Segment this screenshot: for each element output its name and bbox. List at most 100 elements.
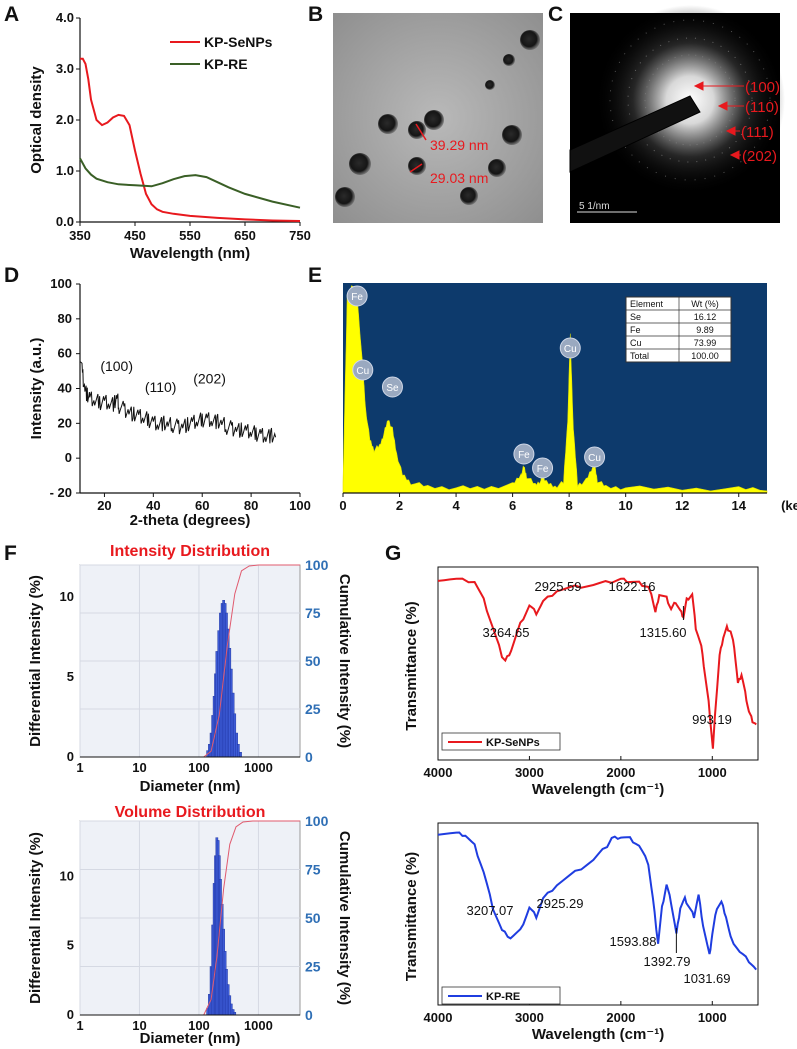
- peak-label: Fe: [537, 464, 549, 475]
- x-axis-label: Wavelength (cm⁻¹): [532, 781, 664, 798]
- plot-frame: [437, 566, 759, 761]
- y-tick-label: 60: [58, 346, 72, 361]
- peak-marker-fe: [532, 457, 554, 479]
- x-tick-label: 100: [289, 498, 311, 513]
- saed-ring-labels: [693, 81, 744, 160]
- y-tick-label: 3.0: [56, 61, 74, 76]
- y2-tick-label: 25: [305, 959, 321, 975]
- tem-image: 39.29 nm 29.03 nm: [333, 13, 543, 223]
- y-axis-label: Transmittance (%): [403, 852, 420, 981]
- legend-box: [441, 986, 561, 1005]
- x-axis-label: Diameter (nm): [140, 778, 241, 795]
- y-axis-label: Intensity (a.u.): [28, 338, 45, 440]
- x-axis-label: Wavelength (nm): [130, 245, 250, 262]
- panel-label-d: D: [4, 264, 19, 287]
- y-tick-label: 100: [50, 276, 72, 291]
- y2-axis-label: Cumulative Intensity (%): [336, 831, 353, 1005]
- peak-label: Se: [386, 383, 399, 394]
- x-tick-label: 8: [566, 498, 573, 513]
- y-tick-label: 10: [60, 589, 74, 604]
- peak-label: 1593.88: [610, 934, 657, 949]
- cumulative-curve: [203, 820, 300, 1016]
- table-cell: 100.00: [691, 351, 719, 361]
- y-axis-label: Optical density: [28, 66, 45, 174]
- peak-label: Cu: [564, 344, 577, 355]
- x-tick-label: 1000: [244, 760, 273, 775]
- x-tick-label: 1000: [698, 765, 727, 780]
- x-tick-label: 3000: [515, 765, 544, 780]
- peak-annotation: (110): [145, 379, 177, 395]
- plot-frame: [437, 822, 759, 1006]
- x-tick-label: 3000: [515, 1010, 544, 1025]
- peak-label: Cu: [588, 453, 601, 464]
- y2-tick-label: 50: [305, 910, 321, 926]
- ftir-spectrum: [437, 831, 757, 971]
- x-tick-label: 20: [97, 498, 111, 513]
- saed-ring-3: [609, 19, 771, 181]
- chart-e-edx: 0 2 4 6 8 10 12 14 (keV) Fe Cu Se Fe Fe Cu Cu Element Wt …: [339, 283, 797, 513]
- distribution-bar: [239, 752, 242, 758]
- x-tick-label: 1000: [244, 1018, 273, 1033]
- saed-label-111: (111): [741, 124, 774, 141]
- legend-box: [441, 732, 561, 751]
- panel-label-a: A: [4, 3, 19, 26]
- peak-marker-cu: [559, 337, 581, 359]
- y-tick-label: 4.0: [56, 10, 74, 25]
- peak-label: Cu: [356, 366, 369, 377]
- y2-tick-label: 25: [305, 701, 321, 717]
- peak-marker-fe: [513, 443, 535, 465]
- y-tick-label: 40: [58, 381, 72, 396]
- peak-label: Fe: [351, 292, 363, 303]
- peak-label: Fe: [518, 450, 530, 461]
- y-axis-label: Transmittance (%): [403, 601, 420, 730]
- tem-size-label-1: 39.29 nm: [430, 137, 488, 153]
- y2-tick-label: 50: [305, 653, 321, 669]
- x-tick-label: 80: [244, 498, 258, 513]
- y-axis-label: Differential Intensity (%): [27, 575, 44, 747]
- x-tick-label: 0: [339, 498, 346, 513]
- x-tick-label: 2000: [606, 1010, 635, 1025]
- peak-marker-cu: [584, 446, 606, 468]
- peak-label: 993.19: [692, 712, 732, 727]
- x-tick-label: 550: [179, 228, 201, 243]
- y2-tick-label: 75: [305, 862, 321, 878]
- x-tick-label: 12: [675, 498, 689, 513]
- x-tick-label: 10: [618, 498, 632, 513]
- x-axis-label: Wavelength (cm⁻¹): [532, 1026, 664, 1043]
- panel-label-c: C: [548, 3, 563, 26]
- y-tick-label: 0.0: [56, 214, 74, 229]
- saed-ring-1: [644, 54, 736, 146]
- panel-label-e: E: [308, 264, 322, 287]
- panel-label-f: F: [4, 542, 17, 565]
- x-tick-label: 10: [132, 1018, 146, 1033]
- peak-marker-cu: [352, 359, 374, 381]
- saed-ring-2: [627, 37, 753, 163]
- y-tick-label: 20: [58, 415, 72, 430]
- y-tick-label: 10: [60, 868, 74, 883]
- y2-tick-label: 0: [305, 1007, 313, 1023]
- y2-tick-label: 100: [305, 813, 329, 829]
- y-tick-label: 0: [65, 450, 72, 465]
- peak-label: 1622.16: [609, 579, 656, 594]
- legend-label: KP-SeNPs: [486, 737, 540, 749]
- x-tick-label: 650: [234, 228, 256, 243]
- table-cell: Wt (%): [691, 299, 719, 309]
- table-cell: Fe: [630, 325, 641, 335]
- y2-axis-label: Cumulative Intensity (%): [336, 574, 353, 748]
- legend-label: KP-RE: [486, 991, 520, 1003]
- x-tick-label: 4000: [424, 1010, 453, 1025]
- x-tick-label: 1: [76, 760, 83, 775]
- x-tick-label: 450: [124, 228, 146, 243]
- x-tick-label: 100: [188, 1018, 210, 1033]
- peak-annotation: (202): [193, 370, 226, 386]
- distribution-bar: [237, 744, 240, 758]
- series-line-KP-RE: [79, 157, 301, 209]
- series-line-xrd: [79, 361, 277, 444]
- chart-g-ftir-kp-re: 4000 3000 2000 1000 Wavelength (cm⁻¹) Transmi…: [403, 822, 759, 1043]
- peak-label: 1315.60: [640, 625, 687, 640]
- x-tick-label: 6: [509, 498, 516, 513]
- chart-a-uv-vis: 0.0 1.0 2.0 3.0 4.0 350 450 550 650 750 Wavelength…: [28, 10, 311, 262]
- x-tick-label: 4000: [424, 765, 453, 780]
